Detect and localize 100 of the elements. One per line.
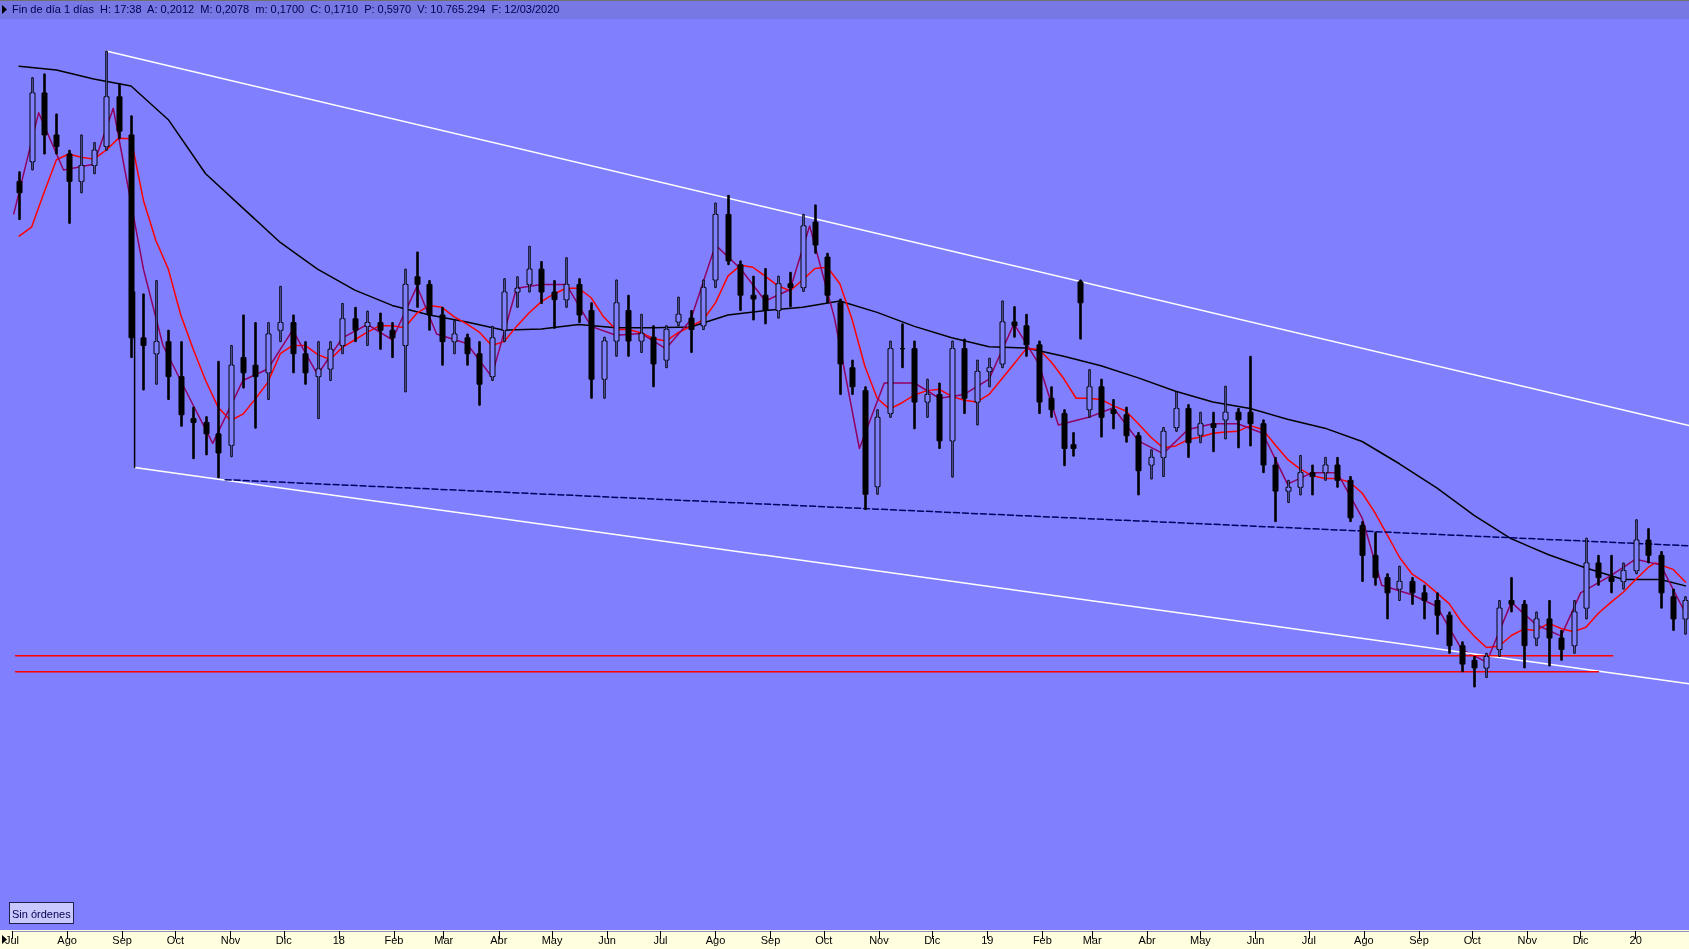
- candlestick: [1633, 519, 1640, 575]
- candlestick: [1011, 306, 1018, 338]
- candlestick: [551, 280, 558, 329]
- chart-title: Fin de día 1 días: [12, 3, 94, 15]
- candlestick: [1434, 592, 1441, 635]
- candlestick: [712, 202, 719, 289]
- x-tick-label: Oct: [1463, 933, 1481, 946]
- candlestick: [1272, 456, 1279, 523]
- candlestick: [302, 341, 309, 385]
- candlestick: [1098, 378, 1105, 438]
- x-tick-label: Jun: [598, 933, 616, 946]
- candlestick: [140, 293, 147, 391]
- x-tick-label: 18: [332, 933, 345, 946]
- candlestick: [489, 325, 496, 381]
- candlestick: [999, 300, 1006, 369]
- candlestick: [1359, 521, 1366, 582]
- candlestick: [899, 323, 906, 369]
- candlestick: [625, 294, 632, 357]
- candlestick: [1508, 577, 1515, 613]
- button: Sin órdenes: [9, 902, 74, 924]
- candlestick: [389, 322, 396, 359]
- candlestick: [252, 322, 259, 429]
- candlestick: [526, 245, 533, 293]
- candlestick: [700, 279, 707, 331]
- candlestick: [1347, 475, 1354, 523]
- candlestick: [327, 341, 334, 381]
- candlestick: [203, 416, 210, 456]
- candlestick: [1123, 406, 1130, 443]
- x-tick-label: Oct: [166, 933, 184, 946]
- candlestick: [1197, 411, 1204, 444]
- candlestick: [1546, 600, 1553, 667]
- candlestick: [1471, 655, 1478, 688]
- candlestick: [53, 113, 60, 155]
- candlestick: [775, 275, 782, 319]
- candlestick: [178, 341, 185, 427]
- candlestick: [1036, 340, 1043, 415]
- candlestick: [1048, 386, 1055, 418]
- candlestick: [911, 340, 918, 430]
- candlestick: [514, 276, 521, 308]
- candlestick: [1135, 432, 1142, 496]
- candlestick: [725, 194, 732, 266]
- candlestick: [638, 313, 645, 353]
- candlestick: [1483, 652, 1490, 678]
- candlestick: [290, 314, 297, 374]
- candlestick: [1334, 456, 1341, 488]
- x-tick-label: Ago: [57, 933, 77, 946]
- candlestick: [663, 325, 670, 369]
- candlestick: [315, 341, 322, 420]
- candlestick: [974, 359, 981, 426]
- candlestick: [986, 357, 993, 388]
- candlestick: [961, 338, 968, 415]
- candlestick: [936, 382, 943, 449]
- x-tick-label: Oct: [815, 933, 833, 946]
- candlestick: [439, 306, 446, 366]
- candlestick: [688, 309, 695, 353]
- candlestick: [1285, 479, 1292, 504]
- candlestick: [339, 302, 346, 355]
- candlestick: [91, 142, 98, 175]
- candlestick: [1670, 588, 1677, 631]
- candlestick: [116, 82, 123, 140]
- candlestick: [800, 213, 807, 292]
- candlestick: [1260, 419, 1267, 474]
- candlestick: [538, 261, 545, 304]
- x-tick-label: 19: [981, 933, 994, 946]
- candlestick: [364, 310, 371, 346]
- candlestick: [1173, 391, 1180, 432]
- candlestick: [1372, 531, 1379, 586]
- candlestick: [1571, 600, 1578, 654]
- candlestick: [265, 322, 272, 401]
- candlestick: [588, 302, 595, 399]
- candlestick: [240, 314, 247, 389]
- candlestick: [1160, 427, 1167, 477]
- candlestick: [1421, 584, 1428, 620]
- x-tick-label: Nov: [220, 933, 241, 946]
- chart-subtitle: H: 17:38 A: 0,2012 M: 0,2078 m: 0,1700 C: 0,1710 P: 0,5970 V: 10.765.294 F: 12/03/2020: [99, 3, 560, 15]
- candlestick: [1222, 385, 1229, 440]
- candlestick: [1247, 355, 1254, 447]
- candlestick: [874, 409, 881, 495]
- x-tick-label: Dic: [924, 933, 941, 946]
- candlestick: [650, 325, 657, 388]
- candlestick: [426, 280, 433, 331]
- candlestick: [41, 73, 48, 155]
- candlestick: [837, 298, 844, 395]
- x-tick-label: 20: [1629, 933, 1642, 946]
- candlestick: [1309, 464, 1316, 496]
- candlestick: [1185, 404, 1192, 458]
- x-tick-label: Sep: [112, 933, 132, 946]
- candlestick: [1396, 565, 1403, 601]
- candlestick: [824, 252, 831, 304]
- candlestick: [862, 386, 869, 511]
- x-tick-label: Ago: [1354, 933, 1374, 946]
- candlestick: [1459, 641, 1466, 673]
- candlestick: [1235, 407, 1242, 449]
- candlestick: [66, 149, 73, 224]
- candlestick: [402, 268, 409, 393]
- candlestick: [924, 378, 931, 418]
- x-tick-label: Sep: [1409, 933, 1429, 946]
- candlestick: [153, 280, 160, 385]
- candlestick: [190, 406, 197, 460]
- candlestick: [812, 204, 819, 254]
